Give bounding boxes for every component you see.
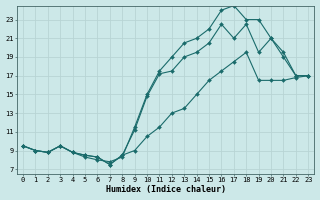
- X-axis label: Humidex (Indice chaleur): Humidex (Indice chaleur): [106, 185, 226, 194]
